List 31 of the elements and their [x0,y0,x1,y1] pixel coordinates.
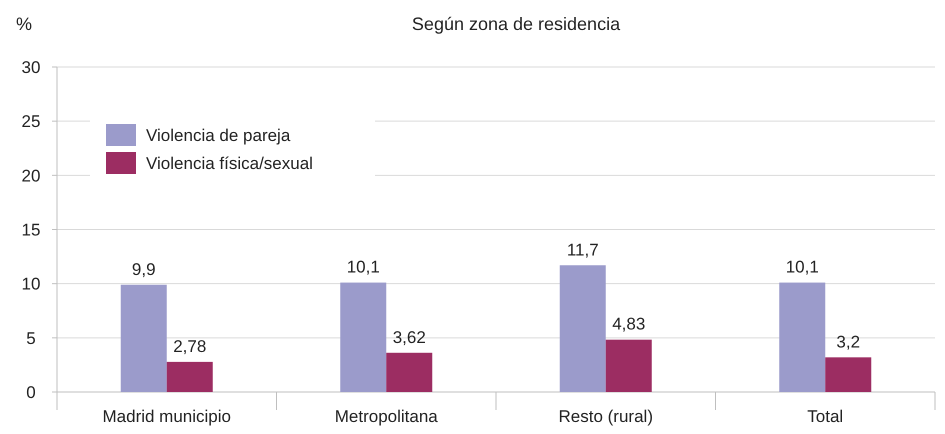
data-label: 11,7 [566,240,599,260]
bar [560,265,606,392]
bar [120,284,167,392]
x-tick-label: Resto (rural) [558,407,653,426]
y-tick-label: 25 [22,112,40,132]
x-tick-label: Madrid municipio [102,407,231,426]
y-axis-title: % [16,14,32,34]
data-label: 2,78 [173,336,206,356]
bar [166,362,213,392]
data-label: 10,1 [346,258,380,277]
chart-title: Según zona de residencia [412,14,622,34]
data-label: 3,62 [392,328,426,347]
data-label: 9,9 [132,260,156,279]
y-tick-label: 5 [26,328,36,348]
data-label: 4,83 [612,314,646,334]
x-tick-label: Metropolitana [334,407,438,426]
legend-label: Violencia física/sexual [146,154,313,173]
x-tick-label: Total [807,407,844,426]
y-tick-label: 30 [22,58,40,77]
y-tick-label: 15 [22,220,40,240]
bar [340,282,386,392]
legend-label: Violencia de pareja [146,126,291,145]
data-label: 3,2 [836,332,860,352]
bar [779,282,826,392]
y-tick-label: 0 [26,382,36,402]
y-tick-label: 20 [22,166,40,186]
bar [825,357,872,392]
y-tick-label: 10 [22,274,40,294]
bar [386,352,432,392]
data-label: 10,1 [786,258,819,277]
bar [606,340,652,392]
